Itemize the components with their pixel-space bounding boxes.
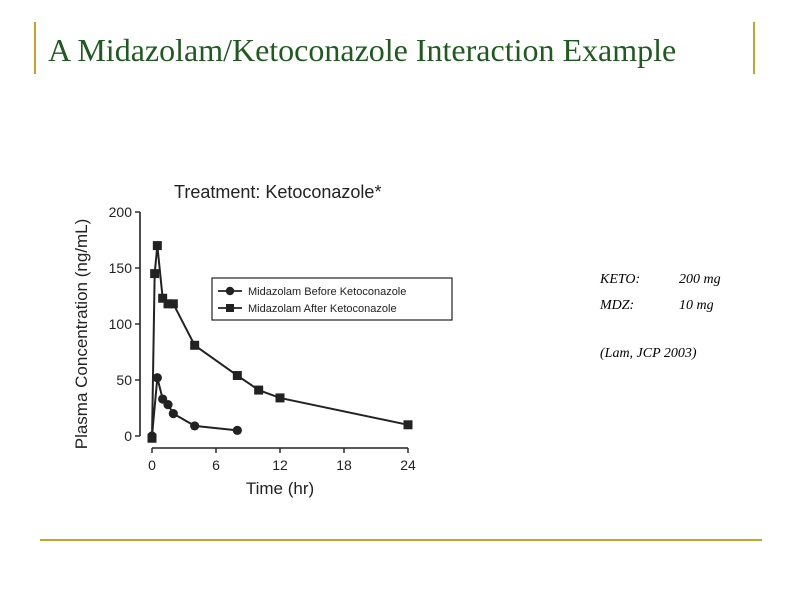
legend-marker xyxy=(225,286,235,296)
y-tick-label: 200 xyxy=(109,204,133,220)
keto-label: KETO: xyxy=(600,272,641,287)
x-tick-label: 6 xyxy=(212,457,220,473)
data-point xyxy=(190,421,200,431)
x-tick-label: 24 xyxy=(400,457,416,473)
title-accent-right xyxy=(753,22,755,74)
title-accent-left xyxy=(34,22,36,74)
data-point xyxy=(232,371,242,381)
chart-axes: Treatment: Ketoconazole* 0 50 100 150 200 0 6 12… xyxy=(72,182,416,498)
x-tick-label: 0 xyxy=(148,457,156,473)
data-point xyxy=(254,385,264,395)
data-point xyxy=(163,400,173,410)
y-tick-label: 50 xyxy=(116,372,132,388)
y-tick-label: 0 xyxy=(124,428,132,444)
chart-series xyxy=(147,241,413,443)
mdz-dose: 10 mg xyxy=(679,298,714,313)
data-point xyxy=(275,393,285,403)
legend-marker xyxy=(226,304,234,312)
y-axis-label: Plasma Concentration (ng/mL) xyxy=(72,219,91,450)
pk-chart: Treatment: Ketoconazole* 0 50 100 150 200 0 6 12… xyxy=(72,182,453,498)
legend-entry: Midazolam Before Ketoconazole xyxy=(248,286,406,298)
legend-box xyxy=(211,277,453,321)
x-tick-label: 12 xyxy=(272,457,288,473)
data-point xyxy=(152,373,162,383)
chart-title: Treatment: Ketoconazole* xyxy=(174,182,381,202)
citation: (Lam, JCP 2003) xyxy=(600,346,697,361)
chart-legend: Midazolam Before Ketoconazole Midazolam A… xyxy=(211,277,453,321)
data-point xyxy=(163,299,173,309)
y-tick-label: 100 xyxy=(109,316,133,332)
data-point xyxy=(190,340,200,350)
legend-entry: Midazolam After Ketoconazole xyxy=(248,303,397,315)
data-point xyxy=(403,420,413,430)
data-point xyxy=(147,433,157,443)
y-tick-label: 150 xyxy=(109,260,133,276)
keto-dose: 200 mg xyxy=(679,272,721,287)
mdz-label: MDZ: xyxy=(600,298,635,313)
data-point xyxy=(152,241,162,251)
data-point xyxy=(232,425,242,435)
data-point xyxy=(150,269,160,279)
x-axis-label: Time (hr) xyxy=(246,479,314,498)
x-tick-label: 18 xyxy=(336,457,352,473)
slide-title: A Midazolam/Ketoconazole Interaction Exa… xyxy=(48,32,677,68)
data-point xyxy=(158,293,168,303)
data-point xyxy=(168,299,178,309)
data-point xyxy=(168,409,178,419)
bottom-rule xyxy=(40,539,762,541)
